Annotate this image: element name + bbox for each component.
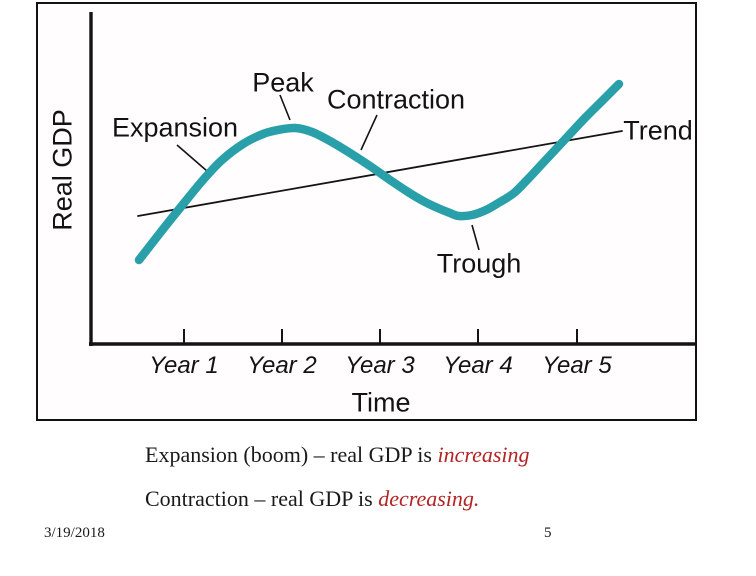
business-cycle-curve — [134, 79, 624, 265]
business-cycle-chart-panel — [36, 2, 697, 421]
x-tick-label-year-2: Year 2 — [247, 352, 317, 379]
annotation-contraction: Contraction — [326, 84, 466, 115]
caption-expansion-text: Expansion (boom) – real GDP is — [145, 442, 438, 467]
x-axis-label: Time — [351, 387, 411, 418]
y-axis-label: Real GDP — [47, 109, 78, 231]
x-tick-label-year-3: Year 3 — [345, 352, 415, 379]
trough-pointer — [471, 224, 480, 251]
peak-pointer — [279, 94, 291, 121]
annotation-trend: Trend — [623, 115, 693, 146]
x-tick-label-year-5: Year 5 — [542, 352, 612, 379]
caption-expansion: Expansion (boom) – real GDP is increasin… — [145, 442, 530, 467]
caption-contraction-emphasis: decreasing. — [378, 486, 480, 511]
caption-expansion-emphasis: increasing — [437, 442, 530, 467]
x-tick-label-year-4: Year 4 — [443, 352, 513, 379]
slide-date: 3/19/2018 — [44, 525, 105, 541]
annotation-trough: Trough — [436, 248, 522, 279]
x-tick-label-year-1: Year 1 — [149, 352, 219, 379]
contraction-pointer — [360, 114, 378, 151]
annotation-expansion: Expansion — [111, 112, 239, 143]
caption-contraction: Contraction – real GDP is decreasing. — [145, 486, 480, 511]
annotation-peak: Peak — [252, 67, 314, 98]
slide-page-number: 5 — [544, 525, 552, 541]
caption-contraction-text: Contraction – real GDP is — [145, 486, 379, 511]
expansion-pointer — [176, 144, 208, 172]
